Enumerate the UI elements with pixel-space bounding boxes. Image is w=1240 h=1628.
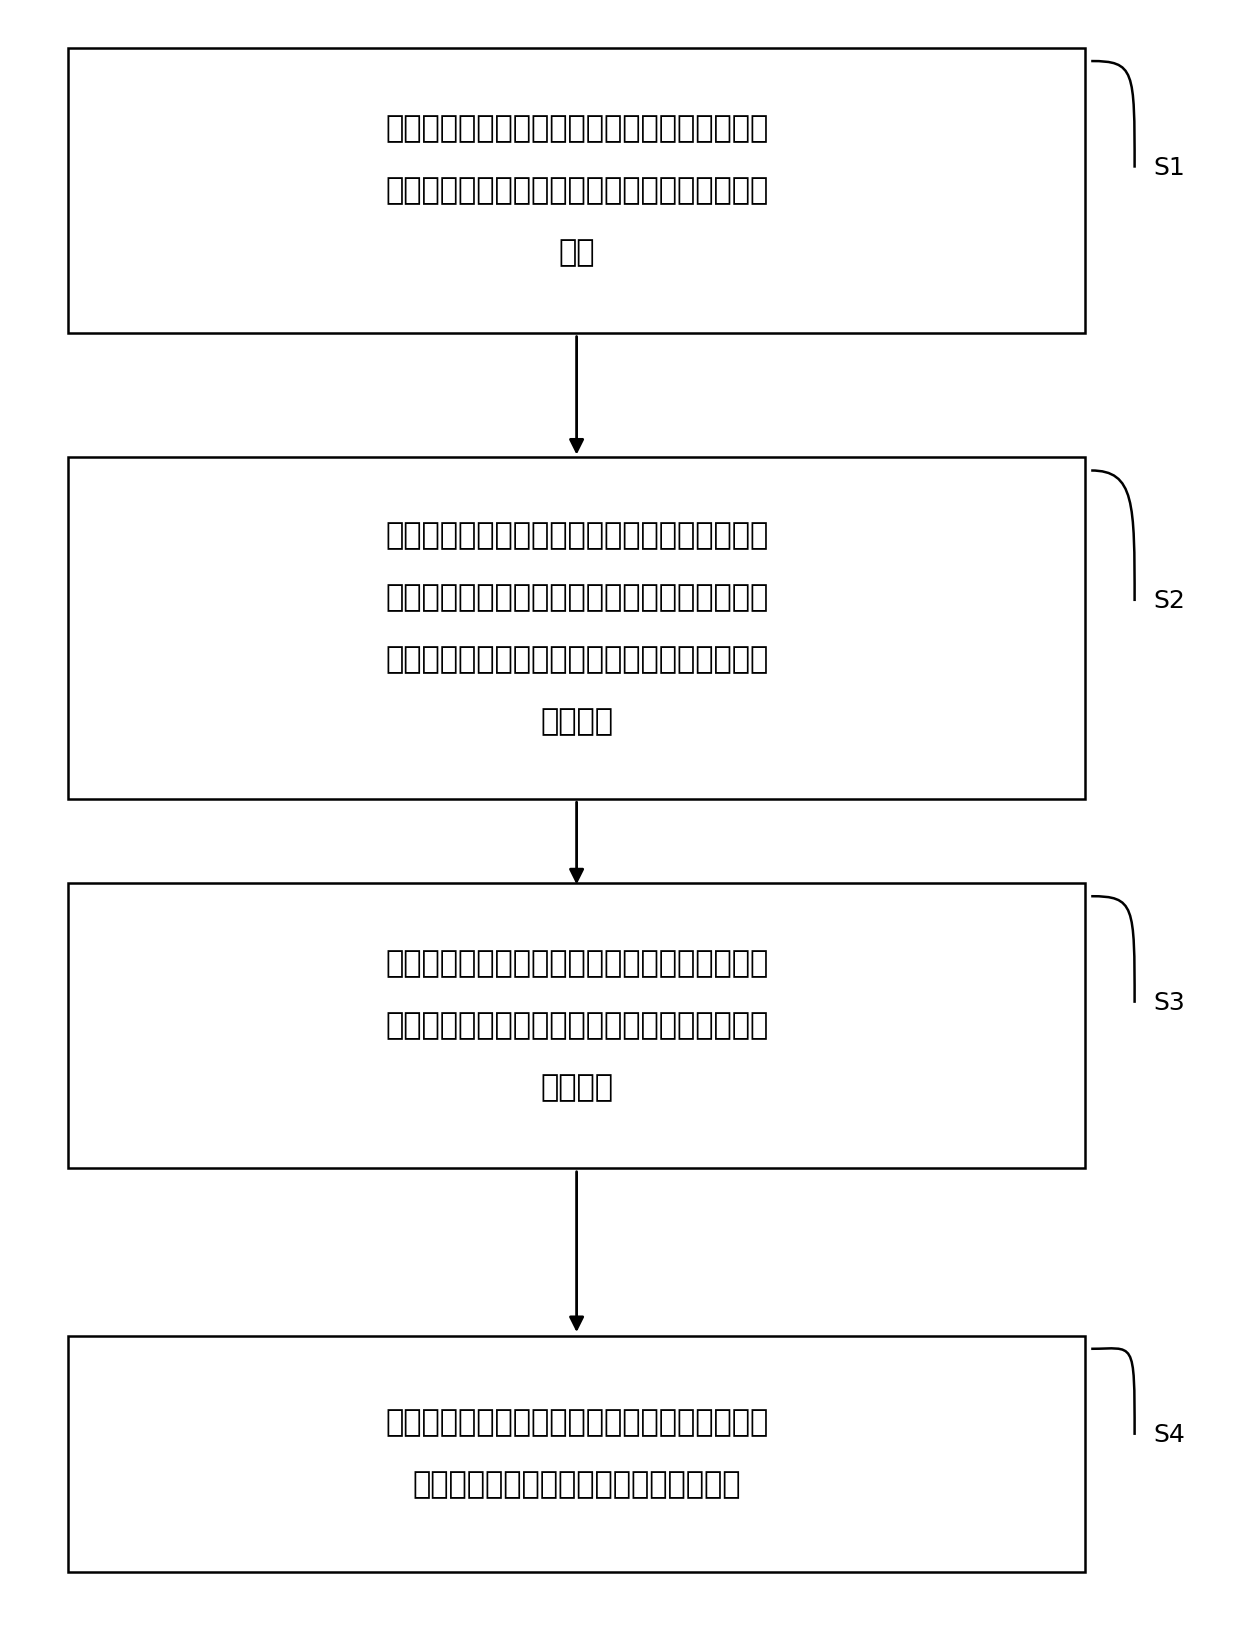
Text: S1: S1	[1153, 156, 1185, 179]
Text: 匹配，并将匹配结果分别发送给车主客户端及寄: 匹配，并将匹配结果分别发送给车主客户端及寄	[384, 645, 769, 674]
FancyBboxPatch shape	[68, 457, 1085, 799]
Text: 根据车主客户端与寄件客户端的反馈结果生成最: 根据车主客户端与寄件客户端的反馈结果生成最	[384, 949, 769, 978]
Text: 信息: 信息	[558, 238, 595, 267]
Text: S2: S2	[1153, 589, 1185, 614]
Text: 终的派件方案，并反馈至相应的车主客户端与寄: 终的派件方案，并反馈至相应的车主客户端与寄	[384, 1011, 769, 1040]
Text: 件客户端: 件客户端	[541, 707, 613, 736]
Text: 相应的快递货物方案以及寄件客户端发送的寄件: 相应的快递货物方案以及寄件客户端发送的寄件	[384, 176, 769, 205]
Text: S4: S4	[1153, 1423, 1185, 1447]
FancyBboxPatch shape	[68, 49, 1085, 334]
Text: 获取并记录车主客户端于派送件过程中产生的快: 获取并记录车主客户端于派送件过程中产生的快	[384, 1408, 769, 1438]
Text: S3: S3	[1153, 991, 1185, 1014]
FancyBboxPatch shape	[68, 882, 1085, 1169]
FancyBboxPatch shape	[68, 1335, 1085, 1573]
Text: 件状态信息，以对快件信息进行及时更新: 件状态信息，以对快件信息进行及时更新	[413, 1470, 740, 1499]
Text: 分别获取可接送快递货物的车辆的当前位置及其: 分别获取可接送快递货物的车辆的当前位置及其	[384, 114, 769, 143]
Text: 将获得的寄件信息与获得的可接送快递货物的车: 将获得的寄件信息与获得的可接送快递货物的车	[384, 521, 769, 550]
Text: 辆的当前位置及其相应的快递货物方案进行智能: 辆的当前位置及其相应的快递货物方案进行智能	[384, 583, 769, 612]
Text: 件客户端: 件客户端	[541, 1073, 613, 1102]
